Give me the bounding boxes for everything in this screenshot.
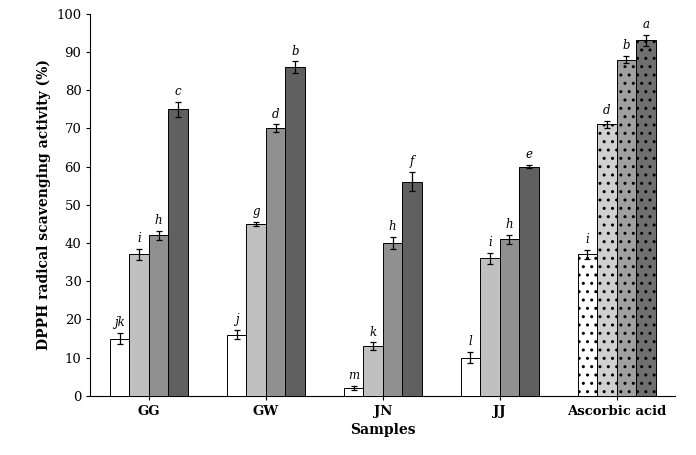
Bar	[500, 239, 519, 396]
Text: b: b	[623, 39, 630, 52]
Text: i: i	[488, 236, 492, 249]
Text: j: j	[235, 313, 239, 326]
Bar	[129, 254, 149, 396]
Bar	[617, 60, 636, 396]
Bar	[519, 167, 539, 396]
Bar	[110, 339, 129, 396]
Text: f: f	[410, 156, 414, 168]
Bar	[461, 358, 480, 396]
Text: d: d	[603, 104, 610, 117]
Bar	[285, 67, 305, 396]
Bar	[227, 335, 246, 396]
Text: h: h	[506, 218, 513, 231]
X-axis label: Samples: Samples	[350, 424, 416, 437]
Text: c: c	[175, 85, 182, 98]
Text: m: m	[348, 369, 359, 383]
Bar	[597, 125, 617, 396]
Bar	[402, 182, 422, 396]
Bar	[266, 128, 285, 396]
Text: jk: jk	[114, 316, 125, 329]
Bar	[383, 243, 402, 396]
Text: h: h	[155, 214, 162, 227]
Text: d: d	[272, 108, 279, 121]
Text: e: e	[525, 148, 532, 161]
Text: h: h	[389, 220, 396, 233]
Bar	[363, 346, 383, 396]
Bar	[480, 258, 500, 396]
Text: b: b	[292, 45, 299, 58]
Bar	[149, 235, 168, 396]
Bar	[168, 109, 188, 396]
Text: k: k	[370, 325, 377, 339]
Text: l: l	[468, 335, 473, 348]
Text: i: i	[585, 233, 590, 246]
Bar	[344, 388, 363, 396]
Text: a: a	[642, 18, 649, 31]
Text: g: g	[253, 205, 260, 218]
Bar	[636, 40, 656, 396]
Bar	[578, 254, 597, 396]
Y-axis label: DPPH radical scavenging activity (%): DPPH radical scavenging activity (%)	[36, 59, 51, 350]
Bar	[246, 224, 266, 396]
Text: i: i	[137, 232, 141, 245]
